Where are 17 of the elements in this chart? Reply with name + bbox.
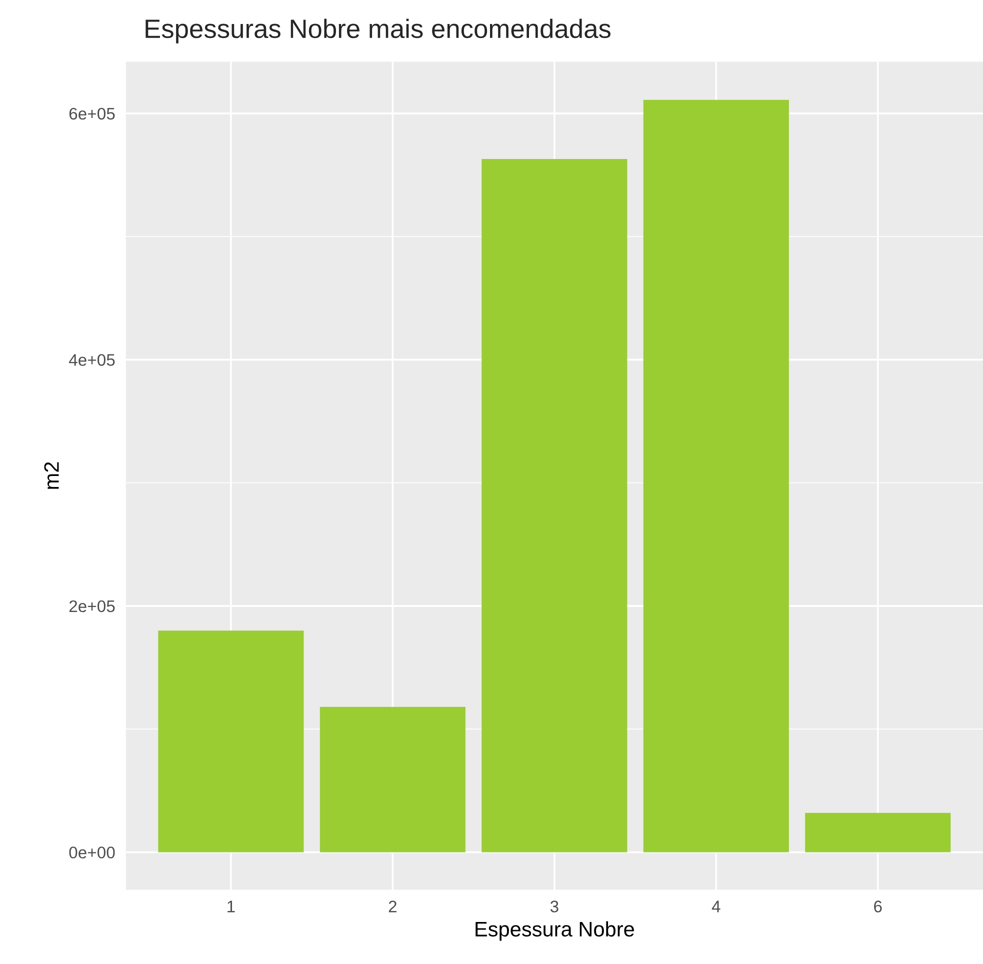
bar [320,706,466,852]
bar [805,812,951,852]
x-tick-label: 2 [388,900,396,912]
x-tick-label: 3 [550,900,558,912]
x-axis-title: Espessura Nobre [476,921,634,941]
y-tick-label: 0e+00 [69,846,115,858]
y-tick-label: 2e+05 [69,600,115,612]
bar [643,100,789,852]
x-tick-label: 4 [712,900,720,912]
chart-title: Espessuras Nobre mais encomendadas [146,18,610,44]
y-axis-title: m2 [44,462,59,489]
bar [158,630,304,852]
y-tick-label: 4e+05 [68,354,115,366]
x-tick-label: 6 [874,900,882,912]
bar [482,158,628,852]
x-tick-label: 1 [228,900,235,912]
y-tick-label: 6e+05 [69,108,115,120]
